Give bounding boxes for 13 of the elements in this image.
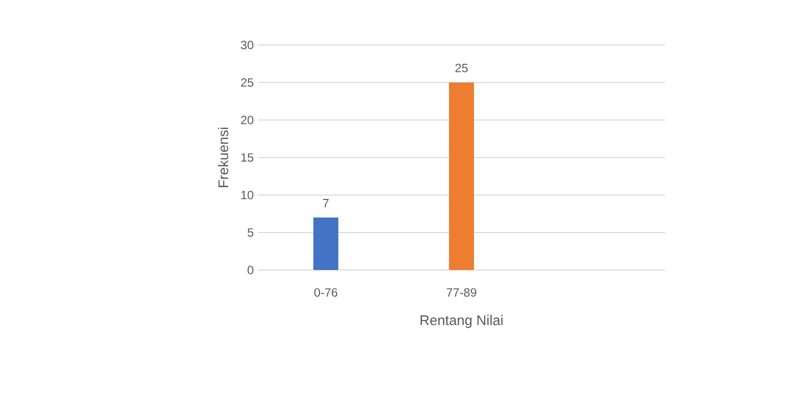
y-tick-label: 25 <box>241 78 254 87</box>
y-tick-label: 10 <box>241 190 254 200</box>
data-label: 7 <box>323 199 329 208</box>
x-tick-label: 0-76 <box>314 288 338 297</box>
y-tick-label: 5 <box>248 228 254 237</box>
x-tick-label: 77-89 <box>446 288 476 297</box>
y-tick-label: 0 <box>248 266 254 274</box>
y-axis-title: Frekuensi <box>218 128 228 188</box>
data-label: 25 <box>455 64 468 72</box>
y-tick-label: 15 <box>241 153 254 162</box>
x-axis-title: Rentang Nilai <box>420 314 503 328</box>
y-tick-label: 30 <box>240 40 254 50</box>
y-tick-label: 20 <box>241 116 254 124</box>
